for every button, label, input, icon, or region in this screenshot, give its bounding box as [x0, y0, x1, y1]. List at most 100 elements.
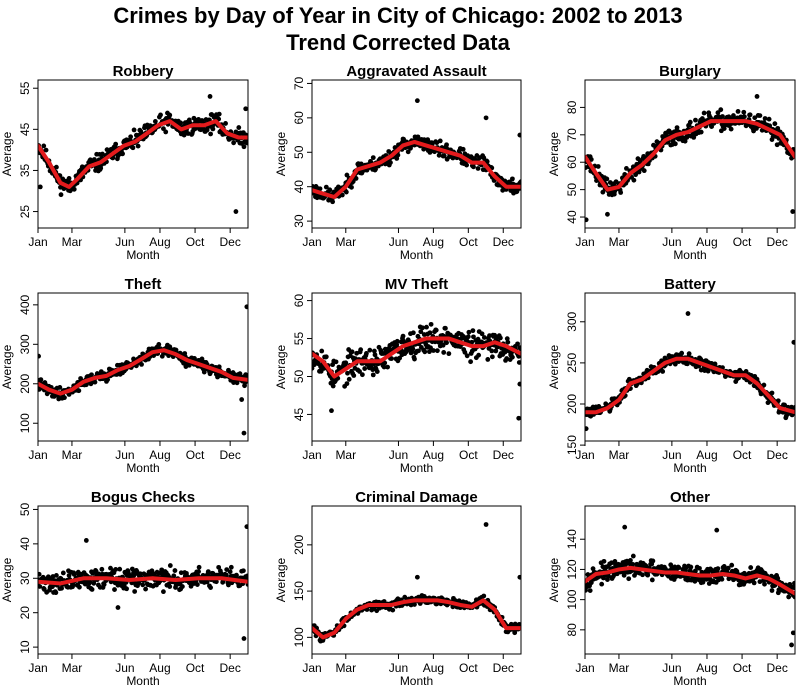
data-point: [416, 348, 421, 354]
data-point: [351, 373, 357, 378]
data-point: [679, 350, 685, 356]
data-point: [349, 349, 355, 355]
data-point: [388, 160, 393, 165]
data-point: [216, 111, 222, 117]
x-tick-label: Oct: [733, 235, 752, 249]
plot-frame: [37, 292, 249, 442]
data-point: [236, 125, 242, 130]
x-axis-label: Month: [400, 248, 433, 262]
data-point: [430, 348, 436, 353]
outlier-point: [38, 353, 41, 359]
data-point: [769, 390, 775, 396]
y-tick-label: 30: [18, 571, 32, 585]
panel-title: Other: [670, 489, 710, 506]
data-point: [38, 386, 42, 392]
data-point: [775, 398, 781, 404]
x-tick-label: Dec: [493, 448, 514, 462]
data-point: [450, 604, 456, 610]
x-tick-label: Oct: [186, 661, 205, 675]
data-point: [437, 138, 443, 144]
x-axis-label: Month: [673, 461, 706, 475]
chart-panel: Theft Jan Mar Jun Aug Oct Dec Month 100 200 300 400…: [0, 276, 249, 475]
data-point: [227, 569, 233, 575]
x-tick-label: Aug: [696, 661, 717, 675]
y-tick-label: 80: [565, 623, 579, 637]
data-point: [161, 589, 166, 595]
data-point: [41, 143, 47, 149]
x-axis-label: Month: [126, 248, 159, 262]
data-point: [743, 369, 749, 374]
trend-line: [38, 348, 248, 396]
data-point: [59, 585, 64, 591]
data-point: [420, 325, 425, 331]
x-tick-label: Aug: [149, 661, 170, 675]
data-point: [700, 579, 706, 585]
data-points: [585, 94, 795, 223]
plot-frame: [311, 505, 522, 655]
x-tick-label: Dec: [766, 448, 787, 462]
data-point: [367, 347, 373, 353]
y-axis-label: Average: [274, 344, 288, 389]
trend-line: [312, 336, 521, 379]
data-point: [323, 184, 329, 190]
data-point: [682, 138, 688, 144]
data-point: [349, 184, 354, 190]
x-axis-label: Month: [400, 461, 433, 475]
data-point: [362, 366, 368, 371]
chart-panel: Robbery Jan Mar Jun Aug Oct Dec Month 25 35 45 55 Av…: [0, 63, 249, 262]
data-point: [194, 582, 200, 587]
data-point: [204, 579, 210, 585]
data-point: [751, 580, 757, 586]
data-point: [201, 369, 207, 375]
data-point: [475, 166, 481, 171]
x-tick-label: Jan: [28, 448, 47, 462]
outlier-point: [585, 217, 589, 223]
data-points: [585, 311, 795, 432]
data-point: [54, 573, 59, 578]
x-tick-label: Jun: [389, 661, 408, 675]
data-point: [585, 587, 588, 593]
data-point: [624, 165, 629, 171]
x-tick-label: Jan: [302, 448, 321, 462]
data-point: [158, 112, 163, 118]
data-point: [585, 572, 591, 577]
panel-title: Burglary: [659, 63, 721, 80]
outlier-point: [605, 211, 610, 217]
data-point: [741, 114, 747, 120]
data-point: [402, 594, 408, 600]
data-point: [481, 335, 487, 340]
y-tick-label: 60: [292, 294, 306, 308]
data-point: [389, 356, 394, 361]
outlier-point: [517, 381, 521, 387]
data-point: [693, 568, 698, 574]
data-point: [588, 157, 594, 162]
data-point: [345, 370, 350, 376]
data-point: [178, 570, 184, 576]
y-tick-label: 50: [292, 369, 306, 383]
plot-frame: [37, 505, 249, 655]
data-point: [641, 168, 647, 174]
x-tick-label: Mar: [335, 448, 356, 462]
data-point: [171, 573, 177, 579]
data-point: [436, 152, 442, 158]
data-point: [205, 569, 211, 575]
data-point: [364, 351, 369, 356]
y-tick-label: 100: [18, 413, 32, 433]
data-point: [370, 372, 376, 378]
plot-frame: [311, 292, 522, 442]
data-point: [62, 395, 67, 401]
x-axis-label: Month: [126, 461, 159, 475]
outlier-point: [243, 106, 248, 112]
chart-panel: Criminal Damage Jan Mar Jun Aug Oct Dec Month 10…: [274, 489, 522, 688]
x-axis-label: Month: [400, 674, 433, 688]
x-tick-label: Oct: [186, 448, 205, 462]
outlier-point: [414, 98, 420, 104]
x-tick-label: Aug: [423, 661, 444, 675]
data-point: [89, 372, 94, 378]
x-tick-label: Oct: [733, 661, 752, 675]
y-tick-label: 20: [18, 606, 32, 620]
data-point: [330, 362, 336, 368]
data-point: [92, 379, 98, 385]
data-point: [618, 190, 624, 195]
data-point: [60, 176, 66, 182]
